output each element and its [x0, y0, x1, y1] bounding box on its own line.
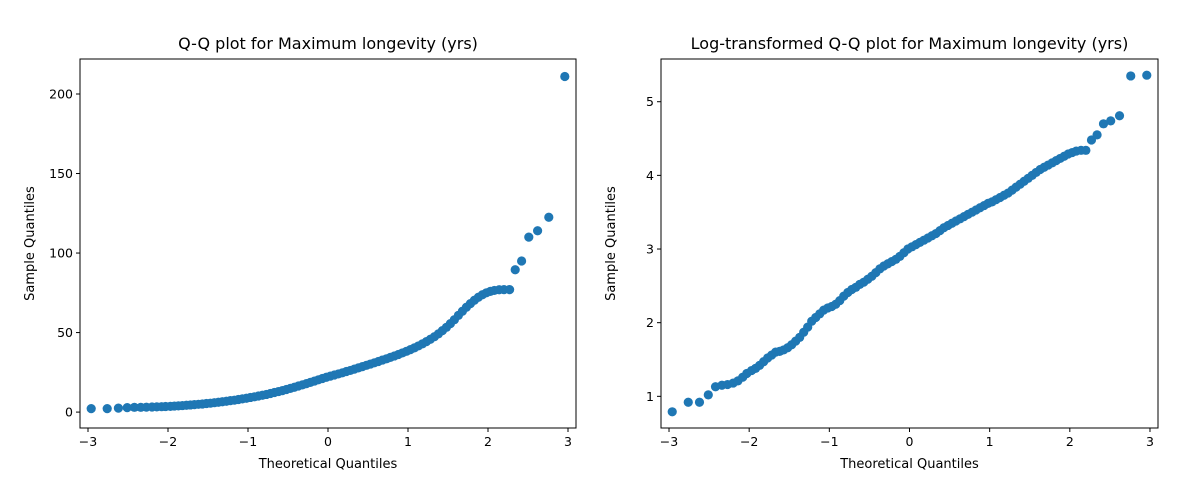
data-point [1081, 145, 1091, 155]
x-axis-label: Theoretical Quantiles [258, 457, 398, 472]
data-point [544, 212, 554, 222]
x-tick-label: −1 [239, 434, 257, 449]
x-tick-label: 2 [484, 434, 492, 449]
data-point [1126, 71, 1136, 81]
y-axis-label: Sample Quantiles [604, 186, 619, 301]
data-point [533, 226, 543, 236]
data-point [694, 397, 705, 407]
data-point [1142, 70, 1152, 80]
chart-title: Log-transformed Q-Q plot for Maximum lon… [691, 34, 1129, 53]
x-tick-label: −2 [159, 434, 177, 449]
data-point [1092, 130, 1102, 140]
y-tick-label: 0 [65, 405, 73, 420]
y-tick-label: 5 [646, 94, 654, 109]
data-point [129, 402, 139, 412]
y-tick-label: 150 [49, 166, 73, 181]
x-tick-label: 1 [986, 434, 994, 449]
data-point [1114, 111, 1125, 121]
data-point [667, 407, 677, 417]
y-tick-label: 200 [49, 86, 73, 101]
y-axis-label: Sample Quantiles [23, 186, 38, 301]
y-tick-label: 3 [646, 242, 654, 257]
data-point [560, 71, 570, 82]
y-tick-label: 2 [646, 315, 654, 330]
data-point [1098, 119, 1109, 129]
data-point [113, 403, 123, 413]
x-tick-label: 3 [564, 434, 572, 449]
x-tick-label: 0 [906, 434, 914, 449]
x-tick-label: −3 [660, 434, 678, 449]
data-point [510, 265, 520, 275]
data-point [1106, 116, 1116, 126]
data-point [703, 390, 713, 400]
x-tick-label: −2 [740, 434, 758, 449]
data-point [505, 285, 515, 295]
y-tick-label: 4 [646, 168, 654, 183]
data-point [102, 403, 112, 414]
data-point [517, 256, 527, 266]
data-points [667, 70, 1152, 417]
qq-plot-log: −3 −2 −1 0 1 2 3 1 2 3 4 5 Log-transformed Q-Q plot … [604, 34, 1159, 472]
qq-plot-raw: −3 −2 −1 0 1 2 3 0 50 100 150 200 Q-Q plot for Maxim… [23, 34, 577, 472]
y-tick-label: 100 [49, 246, 73, 261]
x-tick-label: 1 [404, 434, 412, 449]
x-tick-label: 3 [1146, 434, 1154, 449]
data-point [86, 403, 96, 414]
data-point [524, 232, 534, 242]
x-axis-label: Theoretical Quantiles [839, 457, 979, 472]
data-point [122, 403, 132, 413]
x-tick-label: −1 [820, 434, 838, 449]
x-tick-label: −3 [79, 434, 97, 449]
chart-title: Q-Q plot for Maximum longevity (yrs) [178, 34, 478, 53]
y-tick-label: 50 [57, 325, 73, 340]
data-points [86, 71, 570, 414]
data-point [683, 397, 693, 407]
y-tick-label: 1 [646, 389, 654, 404]
x-tick-label: 0 [324, 434, 332, 449]
x-tick-label: 2 [1066, 434, 1074, 449]
